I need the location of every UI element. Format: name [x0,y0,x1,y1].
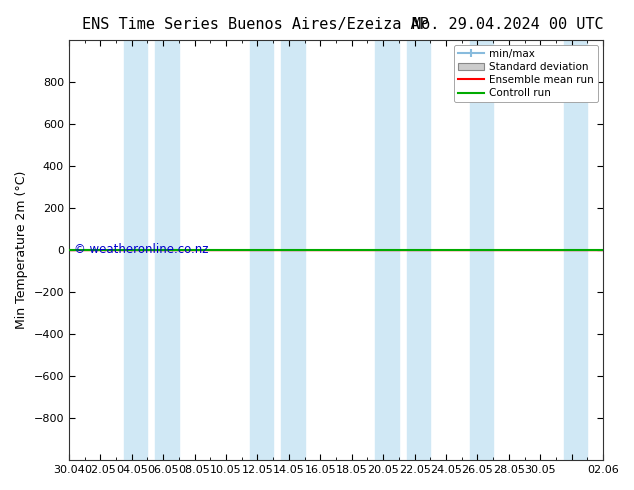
Bar [124,40,148,460]
Text: Mo. 29.04.2024 00 UTC: Mo. 29.04.2024 00 UTC [412,17,604,32]
Bar [375,40,399,460]
Bar [407,40,430,460]
Text: © weatheronline.co.nz: © weatheronline.co.nz [74,244,209,256]
Bar [470,40,493,460]
Bar [564,40,588,460]
Y-axis label: Min Temperature 2m (°C): Min Temperature 2m (°C) [15,171,28,329]
Bar [250,40,273,460]
Bar [155,40,179,460]
Legend: min/max, Standard deviation, Ensemble mean run, Controll run: min/max, Standard deviation, Ensemble me… [453,45,598,102]
Text: ENS Time Series Buenos Aires/Ezeiza AP: ENS Time Series Buenos Aires/Ezeiza AP [82,17,429,32]
Bar [281,40,304,460]
